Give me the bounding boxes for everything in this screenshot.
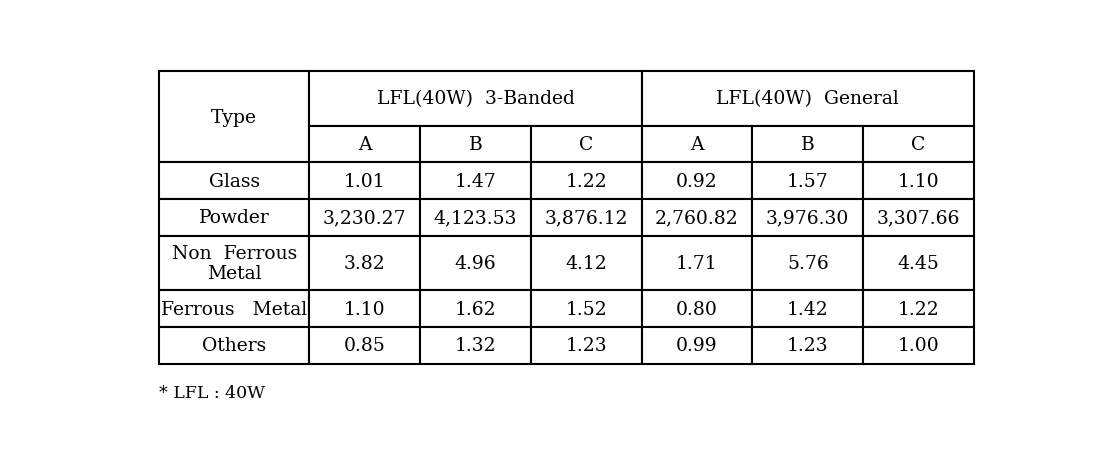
Text: B: B [801, 136, 815, 154]
Bar [310, 327, 420, 364]
Text: 1.71: 1.71 [676, 255, 718, 272]
Text: 3,876.12: 3,876.12 [545, 209, 628, 227]
Text: C: C [911, 136, 925, 154]
Bar [310, 72, 642, 126]
Text: 1.32: 1.32 [454, 337, 496, 355]
Bar [642, 72, 974, 126]
Text: 1.42: 1.42 [786, 300, 828, 318]
Text: 3,307.66: 3,307.66 [877, 209, 961, 227]
Bar [752, 200, 864, 236]
Bar [864, 126, 974, 163]
Bar [642, 126, 752, 163]
Bar [752, 327, 864, 364]
Text: 1.52: 1.52 [566, 300, 607, 318]
Bar [531, 163, 642, 200]
Bar [310, 163, 420, 200]
Bar [310, 200, 420, 236]
Bar [642, 163, 752, 200]
Text: B: B [469, 136, 482, 154]
Bar [864, 163, 974, 200]
Bar [420, 291, 531, 327]
Text: 0.80: 0.80 [676, 300, 718, 318]
Text: C: C [579, 136, 593, 154]
Bar [420, 163, 531, 200]
Text: 1.23: 1.23 [786, 337, 828, 355]
Bar [864, 291, 974, 327]
Bar [310, 291, 420, 327]
Bar [531, 200, 642, 236]
Text: 4.96: 4.96 [454, 255, 496, 272]
Bar [159, 291, 310, 327]
Bar [642, 200, 752, 236]
Bar [159, 236, 310, 291]
Text: 4.45: 4.45 [898, 255, 940, 272]
Text: 5.76: 5.76 [786, 255, 828, 272]
Text: 1.57: 1.57 [786, 172, 828, 190]
Bar [531, 327, 642, 364]
Text: 3.82: 3.82 [344, 255, 386, 272]
Text: 1.00: 1.00 [898, 337, 940, 355]
Bar [159, 163, 310, 200]
Text: 2,760.82: 2,760.82 [655, 209, 739, 227]
Text: 1.10: 1.10 [344, 300, 386, 318]
Bar [531, 236, 642, 291]
Bar [752, 291, 864, 327]
Text: 4,123.53: 4,123.53 [433, 209, 517, 227]
Text: * LFL : 40W: * LFL : 40W [159, 384, 265, 401]
Text: Glass: Glass [208, 172, 260, 190]
Bar [531, 291, 642, 327]
Bar [159, 200, 310, 236]
Bar [420, 236, 531, 291]
Text: Powder: Powder [199, 209, 270, 227]
Text: 1.01: 1.01 [344, 172, 386, 190]
Text: 0.99: 0.99 [676, 337, 718, 355]
Bar [420, 126, 531, 163]
Text: LFL(40W)  General: LFL(40W) General [716, 90, 899, 108]
Text: 1.22: 1.22 [898, 300, 940, 318]
Text: 1.62: 1.62 [454, 300, 496, 318]
Text: 1.47: 1.47 [454, 172, 496, 190]
Text: Non  Ferrous
Metal: Non Ferrous Metal [172, 244, 297, 283]
Text: Type: Type [212, 108, 257, 126]
Text: A: A [358, 136, 372, 154]
Text: 1.10: 1.10 [898, 172, 940, 190]
Bar [420, 327, 531, 364]
Text: 1.23: 1.23 [566, 337, 607, 355]
Bar [864, 327, 974, 364]
Bar [864, 236, 974, 291]
Text: 3,976.30: 3,976.30 [767, 209, 849, 227]
Text: Others: Others [202, 337, 267, 355]
Bar [642, 236, 752, 291]
Bar [420, 200, 531, 236]
Text: 0.92: 0.92 [676, 172, 718, 190]
Text: 4.12: 4.12 [566, 255, 607, 272]
Bar [642, 291, 752, 327]
Text: 1.22: 1.22 [566, 172, 607, 190]
Text: 3,230.27: 3,230.27 [323, 209, 407, 227]
Bar [310, 236, 420, 291]
Text: 0.85: 0.85 [344, 337, 386, 355]
Bar [752, 236, 864, 291]
Bar [159, 327, 310, 364]
Bar [310, 126, 420, 163]
Bar [752, 163, 864, 200]
Bar [864, 200, 974, 236]
Text: A: A [690, 136, 704, 154]
Bar [531, 126, 642, 163]
Text: Ferrous   Metal: Ferrous Metal [161, 300, 308, 318]
Text: LFL(40W)  3-Banded: LFL(40W) 3-Banded [376, 90, 575, 108]
Bar [752, 126, 864, 163]
Bar [642, 327, 752, 364]
Bar [159, 72, 310, 163]
